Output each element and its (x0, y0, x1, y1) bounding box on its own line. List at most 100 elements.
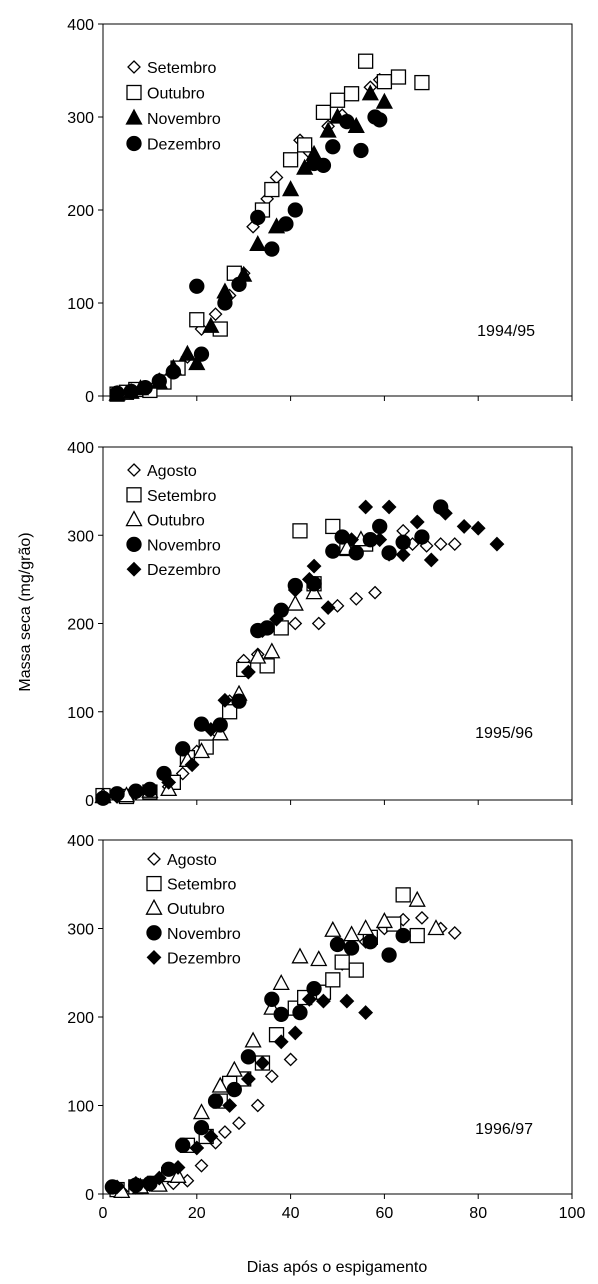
data-point (427, 919, 445, 936)
legend-label: Setembro (147, 60, 216, 77)
data-point (414, 74, 430, 91)
data-point (408, 890, 426, 907)
legend-marker (145, 898, 163, 915)
data-point (456, 519, 472, 534)
series-dezembro (109, 499, 505, 804)
legend-marker (126, 487, 142, 503)
data-point (151, 1170, 167, 1186)
legend-marker (126, 561, 142, 577)
data-point (287, 202, 303, 218)
data-point (222, 1098, 238, 1113)
data-point (447, 537, 462, 551)
data-point (273, 1034, 289, 1050)
y-tick-label: 300 (67, 528, 94, 545)
legend-label: Dezembro (167, 950, 241, 967)
legend-label: Outubro (147, 513, 205, 530)
data-point (250, 209, 266, 226)
data-point (165, 364, 182, 380)
series-dezembro (109, 991, 374, 1195)
data-point (128, 785, 144, 801)
legend-label: Agosto (167, 852, 217, 869)
y-tick-label: 300 (67, 922, 94, 939)
data-point (343, 940, 360, 956)
data-point (329, 92, 346, 108)
data-point (273, 1006, 289, 1022)
data-point (225, 1060, 243, 1077)
y-tick-label: 200 (67, 1010, 94, 1027)
y-tick-label: 100 (67, 296, 94, 313)
data-point (221, 704, 238, 720)
data-point (244, 1031, 262, 1048)
x-tick-label: 60 (376, 1205, 394, 1222)
data-point (353, 142, 369, 159)
y-tick-label: 400 (67, 17, 94, 34)
data-point (306, 558, 322, 574)
data-point (325, 139, 341, 155)
legend-label: Setembro (147, 488, 216, 505)
panel-season-label: 1995/96 (475, 725, 533, 742)
series-dezembro (109, 109, 388, 401)
data-point (395, 927, 411, 944)
series-setembro (95, 518, 374, 805)
data-point (272, 973, 290, 991)
legend-marker (147, 852, 161, 866)
legend-label: Dezembro (147, 562, 221, 579)
legend: Agosto Setembro Outubro Novembro Dezembro (125, 463, 221, 579)
x-tick-label: 100 (559, 1205, 586, 1222)
data-point (395, 534, 411, 550)
data-point (232, 1116, 246, 1131)
data-point (269, 170, 284, 185)
y-tick-label: 400 (67, 833, 94, 850)
legend-marker (126, 536, 142, 553)
data-point (325, 518, 341, 535)
data-point (316, 993, 331, 1009)
y-tick-label: 400 (67, 440, 94, 457)
data-point (348, 545, 364, 561)
data-point (175, 1137, 191, 1153)
data-point (334, 954, 350, 970)
data-point (240, 664, 256, 680)
y-tick-label: 0 (85, 793, 94, 810)
data-point (311, 616, 326, 631)
data-point (255, 1055, 270, 1071)
y-tick-label: 200 (67, 617, 94, 634)
data-point (95, 790, 111, 806)
y-tick-label: 0 (85, 1187, 94, 1204)
data-point (447, 926, 462, 940)
data-point (203, 1129, 219, 1144)
data-point (286, 594, 304, 611)
legend-marker (146, 875, 162, 892)
data-point (291, 947, 309, 964)
data-point (433, 537, 448, 551)
data-point (142, 781, 158, 797)
data-point (278, 216, 294, 232)
data-point (361, 84, 379, 101)
panel-season-label: 1996/97 (475, 1121, 533, 1138)
y-tick-label: 300 (67, 110, 94, 127)
data-point (292, 523, 308, 539)
series-novembro (108, 84, 393, 401)
data-point (161, 774, 177, 790)
data-point (192, 1103, 211, 1120)
data-point (395, 547, 411, 563)
legend: Setembro Outubro Novembro Dezembro (125, 60, 221, 154)
data-point (349, 591, 364, 606)
data-point (250, 1098, 265, 1113)
data-point (264, 181, 280, 198)
x-axis-label: Dias após o espigamento (247, 1259, 428, 1276)
data-point (263, 642, 281, 659)
data-point (211, 1076, 229, 1093)
data-point (415, 910, 429, 925)
data-point (372, 532, 388, 548)
data-point (231, 276, 247, 293)
data-point (175, 741, 191, 757)
data-point (358, 1005, 374, 1020)
panel-season-label: 1994/95 (477, 323, 535, 340)
data-point (193, 1119, 210, 1136)
data-point (362, 934, 378, 950)
legend-marker (127, 463, 141, 477)
data-point (109, 789, 125, 804)
data-point (194, 1158, 209, 1173)
legend-label: Novembro (167, 926, 241, 943)
data-point (226, 1081, 242, 1098)
